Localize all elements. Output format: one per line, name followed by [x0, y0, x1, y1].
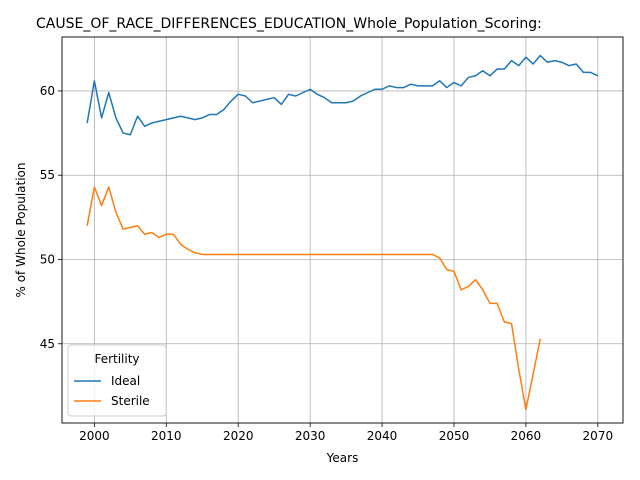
- plot-frame: [61, 36, 624, 424]
- x-axis: 2000 2010 2020 2030 2040 2050 2060 2070: [79, 423, 613, 443]
- series-line-ideal: [86, 54, 599, 136]
- x-tick-label: 2000: [79, 429, 110, 443]
- y-tick-label: 55: [40, 168, 55, 182]
- series-line-sterile: [86, 186, 542, 411]
- x-tick-label: 2060: [511, 429, 542, 443]
- x-axis-label: Years: [326, 451, 359, 465]
- series-group: [86, 54, 599, 411]
- legend-box: [67, 344, 167, 417]
- y-tick-label: 60: [40, 84, 55, 98]
- y-axis: 45 50 55 60: [40, 84, 62, 351]
- x-tick-label: 2050: [439, 429, 470, 443]
- x-tick-label: 2020: [223, 429, 254, 443]
- chart-title: CAUSE_OF_RACE_DIFFERENCES_EDUCATION_Whol…: [36, 16, 542, 32]
- grid-lines: [62, 37, 623, 423]
- x-tick-label: 2030: [295, 429, 326, 443]
- y-tick-label: 45: [40, 337, 55, 351]
- x-tick-label: 2010: [151, 429, 182, 443]
- legend: Fertility Ideal Sterile: [67, 344, 167, 417]
- y-axis-label: % of Whole Population: [14, 163, 28, 298]
- x-tick-label: 2070: [583, 429, 614, 443]
- y-tick-label: 50: [40, 252, 55, 266]
- legend-label-ideal: Ideal: [111, 374, 140, 388]
- legend-label-sterile: Sterile: [111, 394, 150, 408]
- legend-title: Fertility: [94, 352, 139, 366]
- x-tick-label: 2040: [367, 429, 398, 443]
